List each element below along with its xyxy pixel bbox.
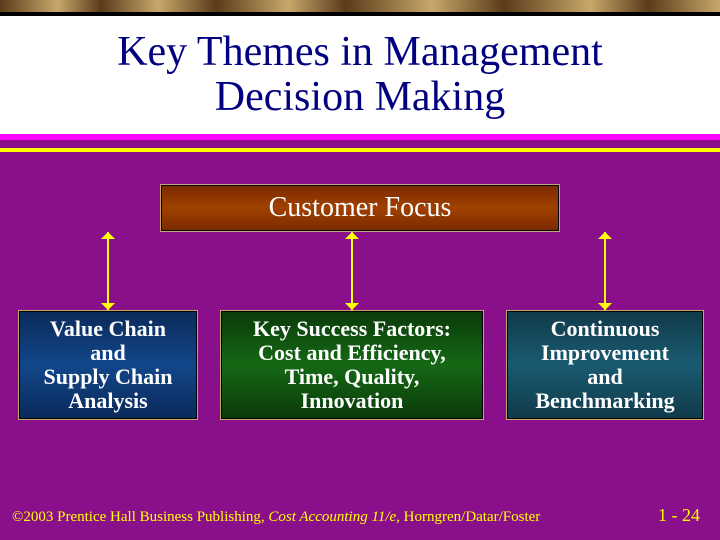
footer-book-title: Cost Accounting 11/e, [268,509,400,525]
footer-page-number: 1 - 24 [658,505,700,526]
key-success-factors-box: Key Success Factors:Cost and Efficiency,… [220,310,484,420]
divider-magenta [0,134,720,140]
title-area: Key Themes in ManagementDecision Making [0,14,720,134]
continuous-improvement-box: ContinuousImprovementandBenchmarking [506,310,704,420]
slide: Key Themes in ManagementDecision Making … [0,0,720,540]
footer-copyright: ©2003 Prentice Hall Business Publishing,… [12,509,540,526]
value-chain-box: Value ChainandSupply ChainAnalysis [18,310,198,420]
continuous-improvement-label: ContinuousImprovementandBenchmarking [535,317,674,414]
slide-title: Key Themes in ManagementDecision Making [117,30,603,121]
footer-copyright-prefix: ©2003 Prentice Hall Business Publishing, [12,509,268,525]
top-decorative-strip [0,0,720,12]
customer-focus-label: Customer Focus [269,192,452,224]
customer-focus-box: Customer Focus [160,184,560,232]
key-success-factors-label: Key Success Factors:Cost and Efficiency,… [253,317,451,414]
divider-yellow [0,148,720,152]
value-chain-label: Value ChainandSupply ChainAnalysis [43,317,172,414]
footer-authors: Horngren/Datar/Foster [400,509,540,525]
